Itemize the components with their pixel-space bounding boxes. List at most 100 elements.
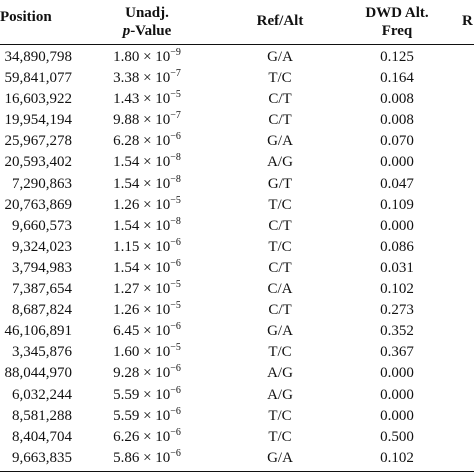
header-position-label: Position	[0, 9, 52, 25]
header-pvalue-p: p	[122, 23, 131, 39]
cell-position: 8,687,824	[12, 302, 72, 319]
cell-freq: 0.047	[380, 175, 414, 192]
pvalue-mantissa: 1.54	[113, 217, 140, 234]
pvalue-exponent: −5	[170, 300, 181, 312]
cell-freq: 0.008	[380, 112, 414, 129]
cell-pvalue: 6.26 × 10−6	[113, 426, 181, 445]
cell-freq: 0.273	[380, 302, 414, 319]
table-row: 3,345,876 1.60 × 10−5 T/C 0.367	[0, 342, 474, 363]
table-row: 20,763,869 1.26 × 10−5 T/C 0.109	[0, 195, 474, 216]
table-row: 8,404,704 6.26 × 10−6 T/C 0.500	[0, 427, 474, 448]
cell-refalt: C/T	[268, 112, 292, 129]
cell-refalt: A/G	[267, 365, 293, 382]
pvalue-mantissa: 3.38	[113, 70, 140, 87]
cell-position: 3,345,876	[12, 344, 72, 361]
cell-position: 9,663,835	[12, 449, 72, 466]
cell-freq: 0.367	[380, 344, 414, 361]
table-row: 34,890,798 1.80 × 10−9 G/A 0.125	[0, 47, 474, 68]
cell-pvalue: 6.28 × 10−6	[113, 131, 181, 150]
pvalue-exponent: −8	[170, 152, 181, 164]
pvalue-exponent: −6	[170, 257, 181, 269]
header-pvalue: Unadj. p-Value	[92, 4, 202, 40]
pvalue-mantissa: 6.26	[113, 428, 140, 445]
table-row: 6,032,244 5.59 × 10−6 A/G 0.000	[0, 385, 474, 406]
pvalue-exponent: −6	[170, 405, 181, 417]
cell-refalt: G/A	[267, 449, 293, 466]
table-row: 16,603,922 1.43 × 10−5 C/T 0.008	[0, 89, 474, 110]
header-rule	[0, 44, 474, 45]
header-freq-line1: DWD Alt.	[365, 5, 429, 21]
cell-position: 19,954,194	[4, 112, 73, 129]
cell-refalt: G/A	[267, 133, 293, 150]
cell-freq: 0.086	[380, 238, 414, 255]
cell-freq: 0.000	[380, 154, 414, 171]
cell-refalt: T/C	[268, 344, 292, 361]
table-row: 3,794,983 1.54 × 10−6 C/T 0.031	[0, 258, 474, 279]
cell-pvalue: 1.54 × 10−8	[113, 215, 181, 234]
pvalue-exponent: −8	[170, 215, 181, 227]
cell-refalt: A/G	[267, 154, 293, 171]
table-row: 8,581,288 5.59 × 10−6 T/C 0.000	[0, 406, 474, 427]
table-row: 7,387,654 1.27 × 10−5 C/A 0.102	[0, 279, 474, 300]
pvalue-mantissa: 6.28	[113, 133, 140, 150]
cell-refalt: T/C	[268, 196, 292, 213]
cell-refalt: C/T	[268, 217, 292, 234]
cell-pvalue: 1.54 × 10−6	[113, 257, 181, 276]
cell-pvalue: 5.59 × 10−6	[113, 384, 181, 403]
cell-position: 46,106,891	[4, 323, 73, 340]
pvalue-mantissa: 5.86	[113, 449, 140, 466]
cell-freq: 0.031	[380, 259, 414, 276]
pvalue-mantissa: 1.54	[113, 154, 140, 171]
header-freq: DWD Alt. Freq	[350, 4, 444, 40]
cell-pvalue: 1.54 × 10−8	[113, 173, 181, 192]
cell-pvalue: 5.59 × 10−6	[113, 405, 181, 424]
cell-freq: 0.102	[380, 449, 414, 466]
cell-pvalue: 6.45 × 10−6	[113, 321, 181, 340]
cell-position: 9,324,023	[12, 238, 72, 255]
cell-refalt: C/A	[267, 281, 293, 298]
pvalue-mantissa: 5.59	[113, 407, 140, 424]
table-row: 8,687,824 1.26 × 10−5 C/T 0.273	[0, 300, 474, 321]
cell-freq: 0.070	[380, 133, 414, 150]
cell-position: 7,290,863	[12, 175, 72, 192]
pvalue-exponent: −6	[170, 384, 181, 396]
cell-pvalue: 1.26 × 10−5	[113, 194, 181, 213]
pvalue-mantissa: 5.59	[113, 386, 140, 403]
table-row: 9,660,573 1.54 × 10−8 C/T 0.000	[0, 216, 474, 237]
cell-freq: 0.164	[380, 70, 414, 87]
table-body: 34,890,798 1.80 × 10−9 G/A 0.125 59,841,077 3…	[0, 47, 474, 469]
pvalue-exponent: −6	[170, 447, 181, 459]
pvalue-mantissa: 1.54	[113, 175, 140, 192]
cell-pvalue: 5.86 × 10−6	[113, 447, 181, 466]
cell-pvalue: 3.38 × 10−7	[113, 68, 181, 87]
table-row: 9,663,835 5.86 × 10−6 G/A 0.102	[0, 448, 474, 469]
cell-freq: 0.000	[380, 407, 414, 424]
cell-position: 7,387,654	[12, 281, 72, 298]
cell-refalt: T/C	[268, 70, 292, 87]
cell-refalt: G/T	[267, 175, 293, 192]
cell-position: 20,593,402	[4, 154, 73, 171]
pvalue-exponent: −7	[170, 110, 181, 122]
pvalue-mantissa: 9.28	[113, 365, 140, 382]
cell-freq: 0.125	[380, 49, 414, 65]
table-row: 46,106,891 6.45 × 10−6 G/A 0.352	[0, 321, 474, 342]
cell-refalt: G/A	[267, 49, 293, 65]
table-row: 88,044,970 9.28 × 10−6 A/G 0.000	[0, 363, 474, 384]
cell-pvalue: 1.43 × 10−5	[113, 89, 181, 108]
header-pvalue-line1: Unadj.	[125, 5, 169, 21]
pvalue-exponent: −6	[170, 131, 181, 143]
pvalue-exponent: −7	[170, 68, 181, 80]
pvalue-exponent: −5	[170, 342, 181, 354]
cell-refalt: C/T	[268, 91, 292, 108]
pvalue-exponent: −5	[170, 194, 181, 206]
cell-refalt: C/T	[268, 259, 292, 276]
pvalue-mantissa: 6.45	[113, 323, 140, 340]
pvalue-mantissa: 1.60	[113, 344, 140, 361]
cell-refalt: C/T	[268, 302, 292, 319]
pvalue-exponent: −6	[170, 363, 181, 375]
cell-position: 8,581,288	[12, 407, 72, 424]
cell-refalt: T/C	[268, 407, 292, 424]
cell-position: 34,890,798	[4, 49, 73, 65]
cell-freq: 0.000	[380, 386, 414, 403]
cell-freq: 0.352	[380, 323, 414, 340]
